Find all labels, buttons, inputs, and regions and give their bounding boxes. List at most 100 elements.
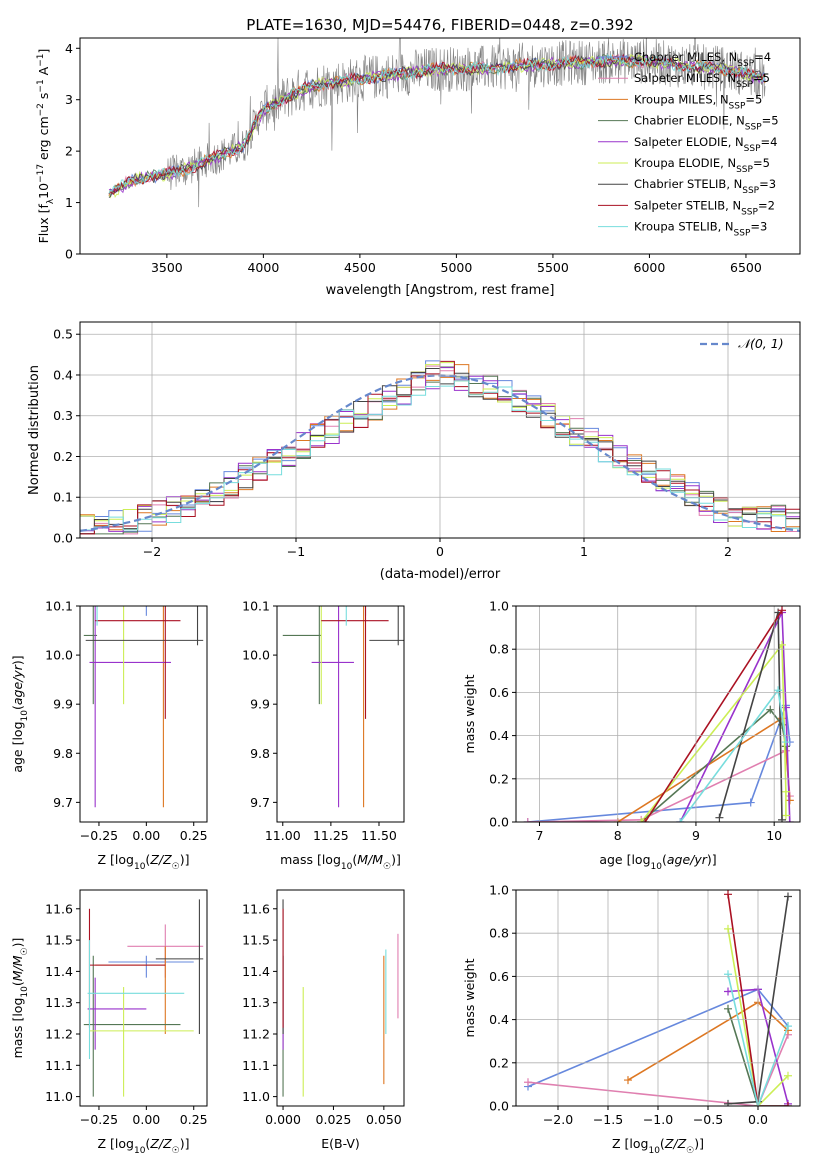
mass_weight_vs_age-marker-1-0 <box>523 818 532 822</box>
mass_weight_vs_age-line-1 <box>527 749 791 822</box>
residuals-ytick-label-0: 0.0 <box>53 531 73 546</box>
mass_vs_Z-ytick-label-4: 11.4 <box>45 964 73 979</box>
chart-mass_vs_EBV: 0.000 0.025 0.050 11.0 11.1 11.2 11.3 11.4 11.5 1… <box>242 889 405 1151</box>
mass_weight_vs_age-frame <box>515 605 801 823</box>
residuals-ytick-label-5: 0.5 <box>53 327 73 342</box>
mass_vs_Z-ytick-label-0: 11.0 <box>45 1089 73 1104</box>
mass_vs_Z-xtick-label-0: −0.25 <box>80 1112 118 1127</box>
mass_vs_Z-ytick-label-6: 11.6 <box>45 901 73 916</box>
mass_vs_Z-frame <box>79 889 208 1107</box>
residuals-ytick-label-3: 0.3 <box>53 408 73 423</box>
spectrum-plot-area <box>108 38 766 208</box>
mass_weight_vs_Z-ytick-label-1: 0.2 <box>489 1055 509 1070</box>
legend-label-0: Chabrier MILES, NSSP=4 <box>634 50 771 69</box>
gaussian-legend-label: 𝒩(0, 1) <box>738 336 784 351</box>
age_vs_Z-ytick-label-2: 9.9 <box>53 697 73 712</box>
mass_weight_vs_age-ytick-label-1: 0.2 <box>489 771 509 786</box>
age_vs_Z-xlabel: Z [log10(Z/Z☉)] <box>98 852 190 872</box>
age_vs_mass-ytick-label-4: 10.1 <box>242 599 270 614</box>
age_vs_mass-ytick-label-3: 10.0 <box>242 648 270 663</box>
mass_weight_vs_age-marker-7-1 <box>778 606 787 615</box>
mass_weight_vs_age-xtick-label-3: 10 <box>766 828 782 843</box>
mass_vs_EBV-ytick-label-3: 11.3 <box>242 995 270 1010</box>
mass_vs_Z-plot-area <box>83 899 204 1097</box>
mass_weight_vs_Z-marker-8-0 <box>724 970 732 979</box>
age_vs_Z-xtick-label-0: −0.25 <box>80 828 118 843</box>
mass_weight_vs_Z-line-8 <box>727 974 789 1106</box>
mass_weight_vs_Z-marker-6-0 <box>724 1099 732 1106</box>
mass_vs_EBV-xlabel: E(B-V) <box>321 1136 360 1151</box>
mass_weight_vs_Z-marker-7-0 <box>724 890 732 899</box>
residuals-xlabel: (data-model)/error <box>380 567 501 582</box>
mass_weight_vs_age-marker-0-1 <box>746 798 755 807</box>
mass_weight_vs_Z-xtick-label-2: −1.0 <box>643 1112 673 1127</box>
spectrum-xtick-label-1: 4000 <box>247 260 279 275</box>
residuals-xtick-label-3: 1 <box>580 544 588 559</box>
mass_vs_Z-xlabel: Z [log10(Z/Z☉)] <box>98 1136 190 1156</box>
chart-age_vs_Z: −0.25 0.00 0.25 9.7 9.8 9.9 10.0 10.1 Z [log10(Z… <box>10 599 208 873</box>
mass_weight_vs_age-ytick-label-4: 0.8 <box>489 642 509 657</box>
spectrum-xtick-label-5: 6000 <box>634 260 666 275</box>
mass_weight_vs_age-marker-4-3 <box>785 818 794 822</box>
age_vs_mass-ytick-label-1: 9.8 <box>250 746 270 761</box>
mass_weight_vs_Z-marker-6-2 <box>784 892 792 901</box>
mass_vs_EBV-xtick-label-2: 0.050 <box>366 1112 402 1127</box>
mass_weight_vs_age-marker-8-0 <box>676 818 685 822</box>
spectrum-ytick-label-1: 1 <box>65 195 73 210</box>
mass_weight_vs_age-marker-6-0 <box>715 813 724 822</box>
mass_weight_vs_age-line-6 <box>718 612 783 820</box>
mass_vs_Z-xtick-label-1: 0.00 <box>132 1112 160 1127</box>
mass_vs_EBV-ytick-label-1: 11.1 <box>242 1058 270 1073</box>
mass_weight_vs_age-marker-5-2 <box>781 787 790 796</box>
mass_weight_vs_age-ytick-label-3: 0.6 <box>489 685 509 700</box>
mass_weight_vs_age-marker-7-0 <box>641 818 650 822</box>
mass_weight_vs_age-plot-area <box>523 606 794 822</box>
legend-label-8: Kroupa STELIB, NSSP=3 <box>634 220 767 239</box>
mass_weight_vs_age-marker-5-0 <box>637 818 646 822</box>
mass_weight_vs_Z-xlabel: Z [log10(Z/Z☉)] <box>612 1136 704 1156</box>
residuals-xtick-label-2: 0 <box>436 544 444 559</box>
mass_vs_EBV-ytick-label-0: 11.0 <box>242 1089 270 1104</box>
spectrum-ytick-label-3: 3 <box>65 92 73 107</box>
spectrum-xtick-label-4: 5500 <box>537 260 569 275</box>
residuals-ylabel: Normed distribution <box>27 365 42 495</box>
mass_weight_vs_Z-xtick-label-0: −2.0 <box>543 1112 573 1127</box>
mass_weight_vs_age-marker-8-1 <box>774 686 783 695</box>
age_vs_Z-ytick-label-0: 9.7 <box>53 795 73 810</box>
mass_weight_vs_age-xtick-label-1: 8 <box>614 828 622 843</box>
mass_vs_EBV-xtick-label-0: 0.000 <box>265 1112 301 1127</box>
mass_weight_vs_age-marker-8-2 <box>781 738 790 747</box>
age_vs_mass-frame <box>276 605 405 823</box>
mass_vs_EBV-ytick-label-6: 11.6 <box>242 901 270 916</box>
mass_vs_Z-ytick-label-3: 11.3 <box>45 995 73 1010</box>
residuals-ytick-label-4: 0.4 <box>53 367 73 382</box>
mass_weight_vs_Z-ytick-label-0: 0.0 <box>489 1099 509 1114</box>
residuals-ytick-label-1: 0.1 <box>53 490 73 505</box>
mass_weight_vs_age-line-5 <box>640 642 787 822</box>
chart-spectrum: 3500 4000 4500 5000 5500 6000 6500 0 1 2 3 4 wavelen… <box>36 37 801 298</box>
mass_weight_vs_Z-marker-2-0 <box>624 1076 632 1085</box>
mass_weight_vs_Z-marker-3-0 <box>724 1004 732 1013</box>
spectrum-model-salpeter-stelib <box>108 53 766 195</box>
spectrum-ylabel: Flux [fλ10−17 erg cm−2 s−1 A−1] <box>36 49 56 244</box>
mass_weight_vs_age-ytick-label-0: 0.0 <box>489 815 509 830</box>
residuals-xtick-label-4: 2 <box>724 544 732 559</box>
age_vs_Z-ytick-label-3: 10.0 <box>45 648 73 663</box>
mass_weight_vs_age-xtick-label-0: 7 <box>535 828 543 843</box>
legend-label-7: Salpeter STELIB, NSSP=2 <box>634 198 775 217</box>
mass_weight_vs_Z-marker-1-0 <box>524 1078 532 1087</box>
mass_weight_vs_Z-xtick-label-1: −1.5 <box>593 1112 623 1127</box>
residual-hist-chabrier-elodie <box>80 366 800 535</box>
mass_weight_vs_Z-marker-5-0 <box>724 924 732 933</box>
legend-label-4: Salpeter ELODIE, NSSP=4 <box>634 135 777 154</box>
mass_weight_vs_Z-ylabel: mass weight <box>462 958 477 1037</box>
mass_weight_vs_Z-ytick-label-2: 0.4 <box>489 1012 509 1027</box>
legend-label-5: Kroupa ELODIE, NSSP=5 <box>634 156 770 175</box>
mass_vs_Z-ytick-label-2: 11.2 <box>45 1027 73 1042</box>
mass_weight_vs_Z-xtick-label-4: 0.0 <box>748 1112 768 1127</box>
age_vs_Z-xtick-label-2: 0.25 <box>180 828 208 843</box>
mass_weight_vs_Z-marker-5-2 <box>784 1071 792 1080</box>
figure-title: PLATE=1630, MJD=54476, FIBERID=0448, z=0… <box>246 16 633 34</box>
age_vs_Z-xtick-label-1: 0.00 <box>132 828 160 843</box>
